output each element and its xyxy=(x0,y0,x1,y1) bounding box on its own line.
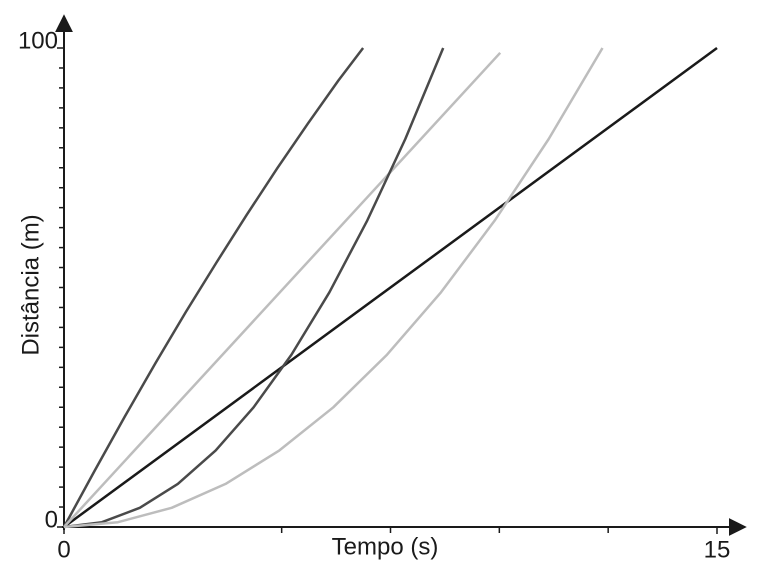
y-tick-label: 100 xyxy=(18,27,58,54)
x-tick-label: 15 xyxy=(704,536,731,563)
series-line xyxy=(62,47,365,528)
series-line xyxy=(63,46,718,529)
x-axis-title: Tempo (s) xyxy=(332,533,439,560)
x-tick-label: 0 xyxy=(57,536,70,563)
series-line xyxy=(63,47,604,529)
series-line xyxy=(63,47,445,529)
series-line xyxy=(63,51,502,528)
y-axis-title: Distância (m) xyxy=(17,214,44,355)
y-tick-label: 0 xyxy=(45,506,58,533)
